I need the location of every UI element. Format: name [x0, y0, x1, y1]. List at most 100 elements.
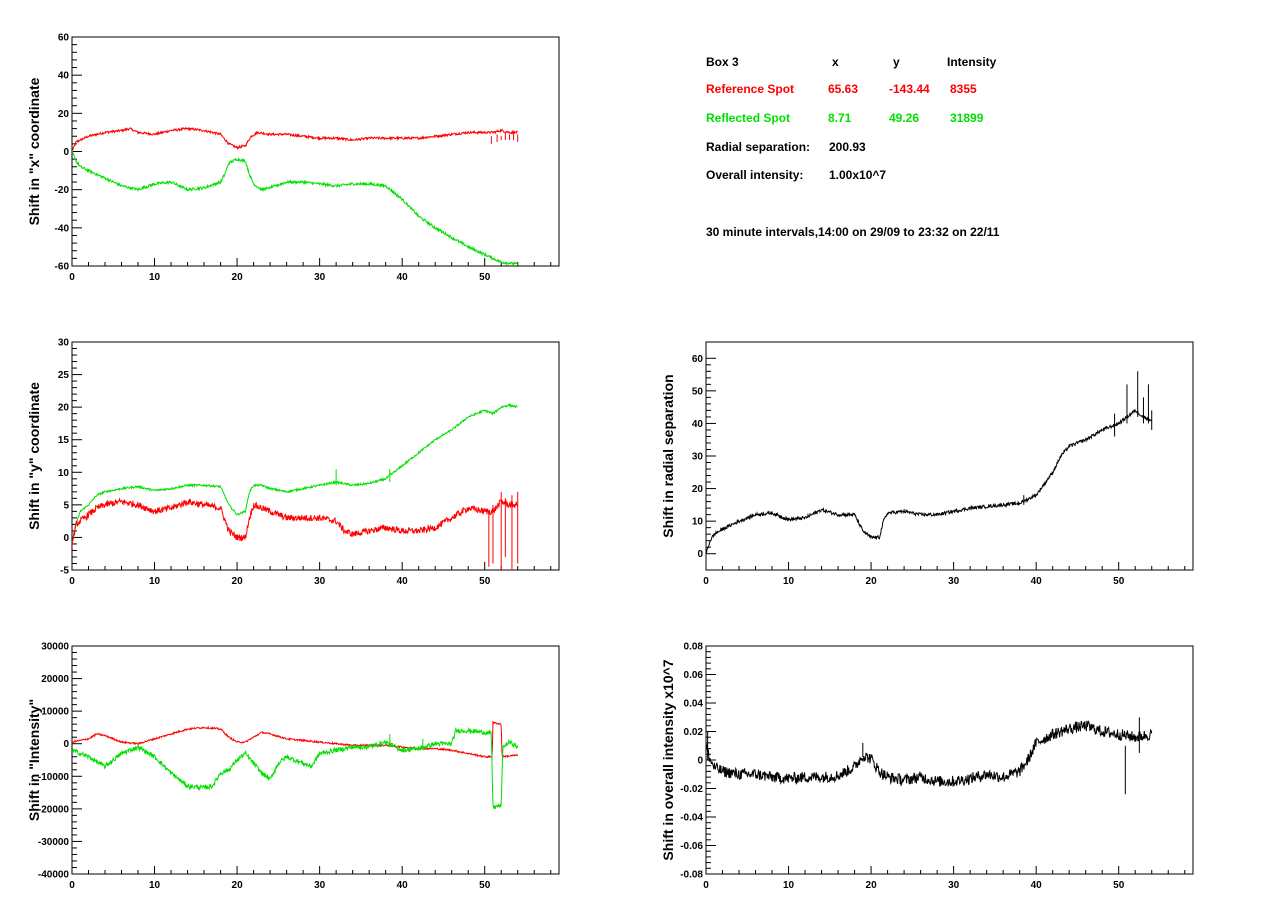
chart-radial_shift: 0 10 20 30 40 50 0 10 20 30 40 50 60 Shift in radial …: [660, 341, 1194, 587]
y-tick-label: -10000: [38, 772, 70, 783]
y-tick-label: 10: [58, 468, 70, 479]
y-axis-label: Shift in radial separation: [660, 374, 676, 537]
box-label: Box 3: [706, 55, 739, 69]
series-reflected-line: [72, 726, 519, 809]
y-axis-label: Shift in overall intensity x10^7: [660, 659, 676, 860]
y-tick-label: 10: [692, 517, 704, 528]
chart-intensity_shift: 0 10 20 30 40 50 -40000 -30000 -20000 -10000 0 1000…: [26, 642, 560, 891]
y-tick-label: 20: [58, 403, 70, 414]
y-tick-label: 0: [697, 549, 703, 560]
x-tick-label: 30: [314, 576, 326, 587]
x-tick-label: 50: [479, 272, 491, 283]
x-tick-label: 30: [948, 576, 960, 587]
plot-frame: [705, 645, 1194, 875]
y-tick-label: 30000: [41, 642, 69, 653]
y-tick-label: -60: [55, 262, 70, 273]
x-tick-label: 30: [314, 272, 326, 283]
series-reference-line: [72, 491, 519, 570]
x-tick-label: 50: [1113, 880, 1125, 891]
x-tick-label: 20: [232, 272, 244, 283]
series-reflected-line: [72, 402, 518, 544]
x-tick-label: 50: [479, 880, 491, 891]
x-tick-label: 10: [149, 576, 161, 587]
x-tick-label: 40: [1031, 880, 1043, 891]
x-tick-label: 0: [69, 880, 75, 891]
overall-intensity-value: 1.00x10^7: [829, 168, 887, 182]
x-tick-label: 20: [232, 880, 244, 891]
series-reference-line: [72, 720, 519, 759]
series-reference-line: [72, 126, 519, 152]
x-tick-label: 40: [397, 272, 409, 283]
y-axis-label: Shift in "x" coordinate: [26, 77, 42, 225]
plot-frame: [705, 341, 1194, 571]
reflected-spot-x: 8.71: [828, 111, 852, 125]
y-tick-label: -20000: [38, 804, 70, 815]
x-tick-label: 0: [69, 576, 75, 587]
y-tick-label: 0: [63, 533, 69, 544]
reflected-spot-intensity: 31899: [950, 111, 984, 125]
y-tick-label: -5: [60, 566, 69, 577]
y-tick-label: 5: [63, 500, 69, 511]
radial-separation-value: 200.93: [829, 140, 866, 154]
y-tick-label: -0.08: [680, 870, 703, 881]
y-tick-label: 50: [692, 386, 704, 397]
x-tick-label: 20: [866, 576, 878, 587]
y-tick-label: 60: [692, 354, 704, 365]
y-tick-label: 20: [692, 484, 704, 495]
x-tick-label: 20: [232, 576, 244, 587]
x-tick-label: 40: [397, 576, 409, 587]
y-tick-label: 40: [58, 71, 70, 82]
x-tick-label: 50: [479, 576, 491, 587]
y-tick-label: 0.02: [684, 727, 704, 738]
x-tick-label: 10: [783, 576, 795, 587]
chart-x_shift: 0 10 20 30 40 50 -60 -40 -20 0 20 40 60 Shift in "x" …: [26, 33, 560, 283]
x-tick-label: 10: [149, 272, 161, 283]
y-tick-label: 0: [63, 147, 69, 158]
intensity-column-header: Intensity: [947, 55, 997, 69]
y-tick-label: 0: [697, 756, 703, 767]
y-tick-label: 15: [58, 435, 70, 446]
x-tick-label: 30: [314, 880, 326, 891]
y-tick-label: -20: [55, 185, 70, 196]
y-tick-label: -0.06: [680, 841, 703, 852]
y-tick-label: 0: [63, 739, 69, 750]
y-tick-label: -30000: [38, 837, 70, 848]
x-tick-label: 10: [783, 880, 795, 891]
y-tick-label: 30: [58, 338, 70, 349]
y-axis-label: Shift in "Intensity": [26, 699, 42, 821]
y-tick-label: -0.04: [680, 813, 703, 824]
y-tick-label: 10000: [41, 707, 69, 718]
reflected-spot-label: Reflected Spot: [706, 111, 791, 125]
x-tick-label: 40: [397, 880, 409, 891]
x-tick-label: 30: [948, 880, 960, 891]
x-tick-label: 0: [703, 880, 709, 891]
radial-separation-label: Radial separation:: [706, 140, 811, 154]
y-tick-label: 25: [58, 370, 70, 381]
x-tick-label: 20: [866, 880, 878, 891]
reference-spot-label: Reference Spot: [706, 82, 795, 96]
y-tick-label: 60: [58, 33, 70, 44]
y-axis-label: Shift in "y" coordinate: [26, 382, 42, 530]
plot-frame: [71, 36, 560, 267]
plot-frame: [71, 341, 560, 571]
x-column-header: x: [832, 55, 839, 69]
x-tick-label: 0: [703, 576, 709, 587]
series-single-line: [706, 371, 1153, 554]
interval-description: 30 minute intervals,14:00 on 29/09 to 23…: [706, 225, 1000, 239]
x-tick-label: 0: [69, 272, 75, 283]
y-tick-label: -0.02: [680, 784, 703, 795]
reference-spot-y: -143.44: [889, 82, 930, 96]
y-tick-label: -40: [55, 223, 70, 234]
chart-overall_intensity_shift: 0 10 20 30 40 50 -0.08 -0.06 -0.04 -0.02 0 0.02 0.04…: [660, 642, 1194, 891]
y-tick-label: -40000: [38, 870, 70, 881]
overall-intensity-label: Overall intensity:: [706, 168, 804, 182]
y-column-header: y: [893, 55, 900, 69]
reference-spot-intensity: 8355: [950, 82, 977, 96]
y-tick-label: 40: [692, 419, 704, 430]
y-tick-label: 0.06: [684, 670, 704, 681]
y-tick-label: 0.04: [684, 699, 704, 710]
series-reflected-line: [72, 150, 519, 266]
x-tick-label: 50: [1113, 576, 1125, 587]
